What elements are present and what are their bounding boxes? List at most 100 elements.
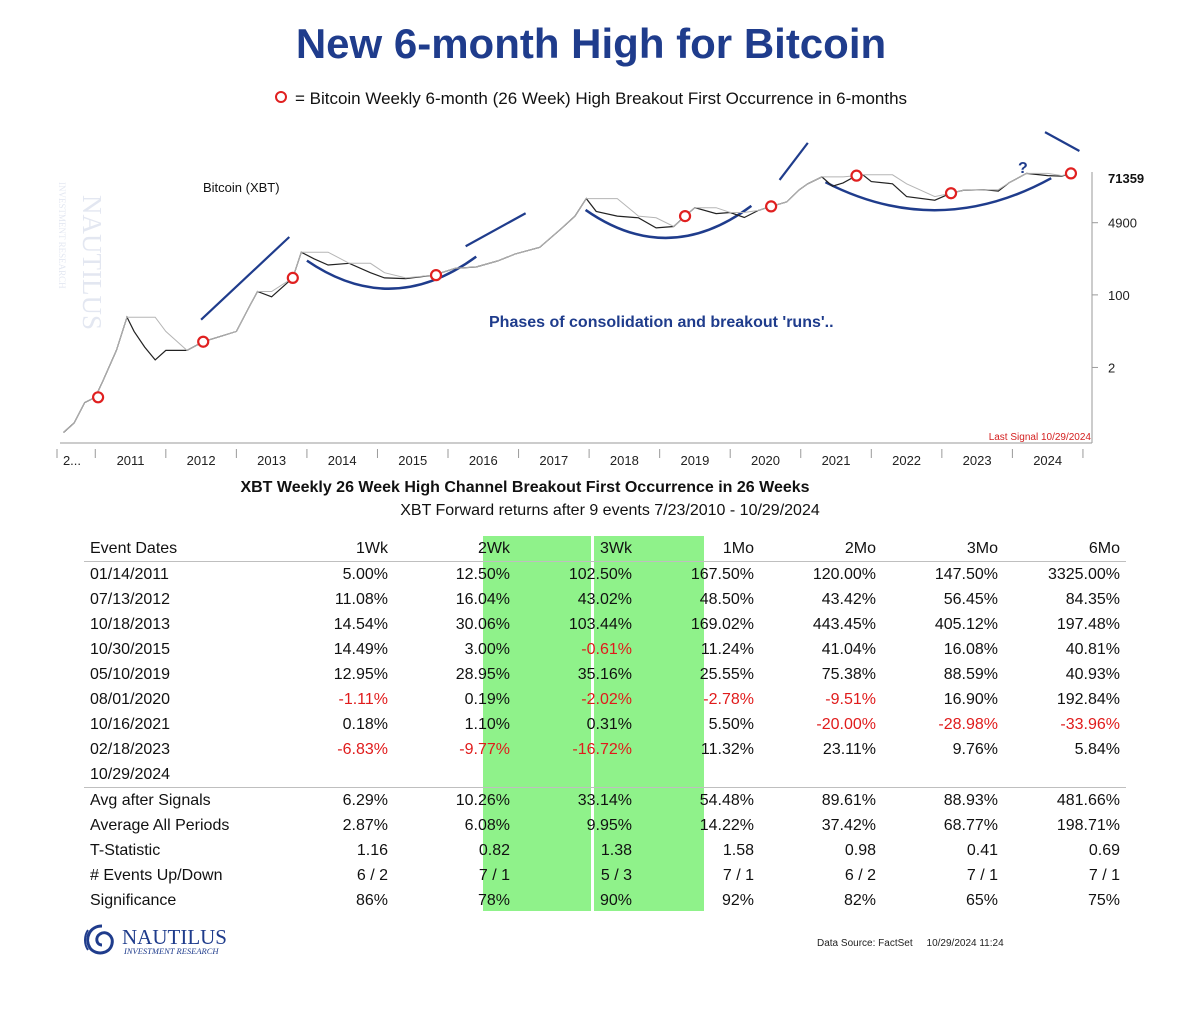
table-cell: 88.93%: [882, 787, 1004, 813]
table-cell: [760, 762, 882, 788]
table-cell: [394, 762, 516, 788]
annotation: Phases of consolidation and breakout 'ru…: [489, 314, 834, 331]
table-cell: [286, 762, 394, 788]
watermark: NAUTILUS INVESTMENT RESEARCH: [57, 182, 107, 330]
table-cell: -28.98%: [938, 715, 998, 733]
breakout-run-line: [465, 212, 527, 248]
table-cell: 43.42%: [821, 590, 876, 608]
consolidation-arc: [306, 255, 477, 290]
x-tick-label: 2017: [539, 453, 568, 468]
column-header: 6Mo: [1004, 536, 1126, 562]
table-cell: 92%: [721, 891, 754, 909]
event-row: 01/14/2011 5.00% 12.50% 102.50% 167.50% 120.0…: [84, 562, 1126, 588]
table-cell: -9.51%: [825, 690, 876, 708]
event-row: 10/29/2024: [84, 762, 1126, 788]
y-tick-label: 2: [1108, 360, 1115, 375]
table-cell: 0.18%: [342, 715, 388, 733]
x-tick-label: 2012: [187, 453, 216, 468]
table-cell: # Events Up/Down: [90, 866, 223, 884]
table-cell: [516, 762, 638, 788]
table-cell: -33.96%: [1060, 715, 1120, 733]
table-cell: 88.59%: [943, 665, 998, 683]
table-cell: 41.04%: [821, 640, 876, 658]
signal-marker: [286, 271, 299, 284]
table-cell: [882, 762, 1004, 788]
table-cell: 37.42%: [821, 816, 876, 834]
breakout-run-line: [1044, 131, 1080, 152]
table-cell: 0.31%: [586, 715, 632, 733]
table-cell: 443.45%: [812, 615, 876, 633]
table-cell: Avg after Signals: [84, 787, 286, 813]
table-cell: 0.69: [1088, 841, 1120, 859]
table-cell: 169.02%: [690, 615, 754, 633]
table-cell: 84.35%: [1065, 590, 1120, 608]
table-subtitle: XBT Forward returns after 9 events 7/23/…: [400, 502, 820, 519]
table-cell: 5 / 3: [600, 866, 632, 884]
high-channel-line: [63, 172, 1076, 433]
table-cell: T-Statistic: [90, 841, 161, 859]
table-cell: -20.00%: [816, 715, 876, 733]
logo-tagline: INVESTMENT RESEARCH: [123, 946, 219, 956]
table-cell: 90%: [599, 891, 632, 909]
table-cell: Significance: [90, 891, 177, 909]
signal-marker: [429, 269, 443, 282]
table-cell: 11.32%: [700, 740, 754, 758]
x-tick-label: 2022: [892, 453, 921, 468]
column-header: 3Wk: [516, 536, 638, 562]
signal-marker: [91, 391, 105, 404]
table-cell: 0.98: [844, 841, 876, 859]
last-signal-label: Last Signal 10/29/2024: [989, 432, 1092, 443]
question-mark: ?: [1018, 160, 1028, 177]
table-cell: 167.50%: [690, 565, 754, 583]
table-cell: 75%: [1087, 891, 1120, 909]
breakout-run-line: [200, 236, 291, 321]
table-cell: 16.08%: [943, 640, 998, 658]
table-cell: 78%: [477, 891, 510, 909]
x-tick-label: 2011: [117, 453, 145, 468]
table-cell: 14.49%: [333, 640, 388, 658]
table-cell: 12.95%: [333, 665, 388, 683]
table-cell: Average All Periods: [90, 816, 230, 834]
table-cell: 75.38%: [821, 665, 876, 683]
table-cell: 14.22%: [699, 816, 754, 834]
table-cell: 11.24%: [700, 640, 754, 658]
table-cell: 16.04%: [455, 590, 510, 608]
table-cell: -6.83%: [337, 740, 388, 758]
table-cell: 198.71%: [1056, 816, 1120, 834]
table-cell: 120.00%: [812, 565, 876, 583]
table-cell: 7 / 1: [1088, 866, 1120, 884]
table-cell: 54.48%: [638, 787, 760, 813]
data-source: Data Source: FactSet 10/29/2024 11:24: [817, 938, 1004, 949]
table-cell: 14.54%: [333, 615, 388, 633]
table-cell: 6.08%: [464, 816, 510, 834]
table-cell: 197.48%: [1056, 615, 1120, 633]
table-cell: 0.41: [966, 841, 998, 859]
table-cell: 68.77%: [943, 816, 998, 834]
event-row: 02/18/2023 -6.83% -9.77% -16.72% 11.32% 23.11…: [84, 737, 1126, 762]
table-cell: 07/13/2012: [90, 590, 171, 608]
table-cell: 3.00%: [464, 640, 510, 658]
table-cell: 6 / 2: [356, 866, 388, 884]
table-cell: 5.00%: [342, 565, 388, 583]
column-header: Event Dates: [84, 536, 286, 562]
table-cell: 25.55%: [699, 665, 754, 683]
consolidation-arc: [824, 177, 1052, 212]
data-source-text: Data Source: FactSet: [817, 938, 913, 949]
table-cell: 10/18/2013: [90, 615, 171, 633]
table-cell: 10.26%: [394, 787, 516, 813]
table-cell: [1004, 762, 1126, 788]
watermark-name: NAUTILUS: [77, 195, 107, 330]
column-header: 3Mo: [882, 536, 1004, 562]
page-title: New 6-month High for Bitcoin: [295, 20, 887, 67]
table-cell: -9.77%: [459, 740, 510, 758]
table-cell: 481.66%: [1004, 787, 1126, 813]
table-cell: 5.84%: [1074, 740, 1120, 758]
x-tick-label: 2...: [63, 453, 81, 468]
table-cell: 89.61%: [760, 787, 882, 813]
table-cell: 10/30/2015: [90, 640, 171, 658]
table-cell: 56.45%: [943, 590, 998, 608]
table-cell: 08/01/2020: [90, 690, 171, 708]
summary-row: Significance 86% 78% 90% 92% 82% 65% 75%: [84, 888, 1126, 913]
series-label: Bitcoin (XBT): [203, 180, 280, 195]
table-cell: 3325.00%: [1047, 565, 1120, 583]
